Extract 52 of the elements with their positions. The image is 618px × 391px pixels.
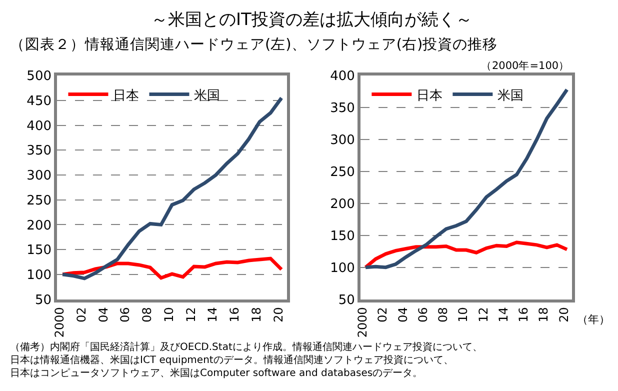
y-tick-label: 450: [26, 94, 52, 109]
x-tick-label: 14: [206, 307, 220, 322]
x-tick-label: 18: [536, 307, 551, 322]
x-tick-label: 10: [162, 307, 176, 322]
y-tick-label: 50: [338, 292, 355, 308]
x-tick-label: 20: [556, 307, 571, 322]
x-tick-label: 06: [416, 307, 430, 322]
line-series: [60, 256, 284, 280]
x-tick-label: 2000: [355, 307, 370, 338]
x-tick-label: 16: [516, 307, 531, 322]
x-tick-label: 02: [376, 307, 390, 322]
x-tick-label: 12: [184, 307, 198, 322]
y-tick-label: 200: [330, 196, 355, 212]
x-tick-label: 02: [74, 307, 88, 322]
y-tick-label: 400: [26, 118, 52, 134]
y-tick-label: 300: [330, 133, 355, 148]
y-axis-title: （2000年=100）: [481, 60, 570, 72]
text: （備考）内閣府「国民経済計算」及びOECD.Statにより作成。情報通信関連ハードウェア投資について、日本は情報通信機器、米国はICT equipmentのデータ。情報通信関連ソフトウェア投資について、日本はコンピュータソフトウェア、米国はComputer software and databasesのデータ。: [10, 341, 482, 379]
x-tick-label: 18: [250, 307, 264, 322]
x-tick-label: 04: [396, 307, 410, 322]
legend-label: 日本: [113, 88, 140, 104]
x-tick-label: 2000: [52, 307, 66, 338]
legend-label: 米国: [498, 88, 524, 104]
y-tick-label: 150: [330, 228, 355, 244]
y-tick-label: 250: [26, 193, 52, 208]
y-tick-label: 250: [330, 164, 355, 180]
legend-label: 米国: [194, 88, 220, 104]
legend-label: 日本: [416, 88, 443, 104]
line-series: [364, 240, 569, 270]
y-tick-label: 200: [26, 218, 52, 234]
y-tick-label: 50: [34, 292, 52, 308]
y-tick-label: 350: [26, 144, 52, 159]
y-tick-label: 350: [330, 101, 355, 116]
x-tick-label: 20: [271, 307, 286, 322]
x-tick-label: 12: [476, 307, 490, 322]
line-series: [364, 88, 569, 270]
y-tick-label: 400: [330, 69, 355, 84]
x-tick-label: 14: [496, 307, 510, 322]
x-tick-label: 16: [228, 307, 242, 322]
y-tick-label: 300: [26, 168, 52, 184]
y-tick-label: 150: [26, 243, 52, 258]
x-tick-label: 10: [456, 307, 470, 322]
chart-title: ～米国とのIT投資の差は拡大傾向が続く～: [151, 10, 472, 30]
y-tick-label: 500: [26, 69, 52, 84]
chart-subtitle: （図表２）情報通信関連ハードウェア(左)、ソフトウェア(右)投資の推移: [10, 36, 498, 53]
x-tick-label: 08: [140, 307, 154, 322]
y-tick-label: 100: [26, 268, 52, 283]
y-tick-label: 100: [330, 260, 355, 276]
x-tick-label: 08: [436, 307, 450, 322]
x-tick-label: 06: [118, 307, 132, 322]
x-tick-label: 04: [96, 307, 110, 322]
x-axis-title: （年）: [577, 313, 610, 326]
